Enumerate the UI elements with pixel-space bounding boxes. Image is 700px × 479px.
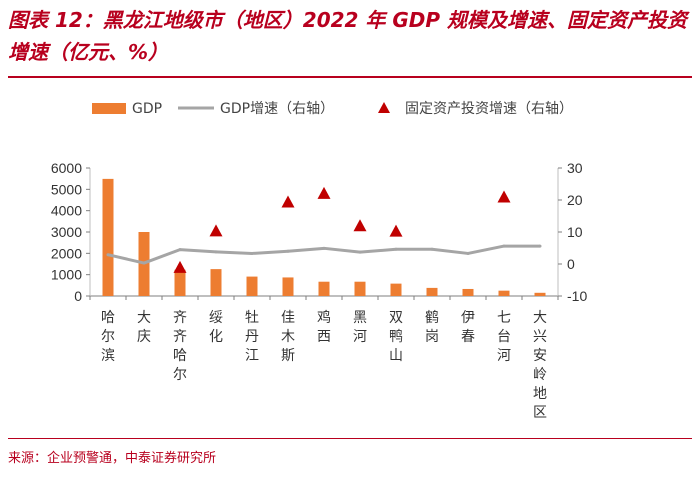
gdp-growth-line: [106, 244, 542, 265]
gdp-growth-point: [394, 247, 398, 251]
gdp-growth-point: [178, 248, 182, 252]
legend-fai-marker: [378, 102, 390, 113]
category-label: 齐齐哈尔: [173, 310, 187, 383]
category-label: 鸡西: [317, 309, 331, 345]
category-label: 大兴安岭地区: [533, 310, 547, 421]
category-label: 牡丹江: [245, 310, 259, 364]
source-divider: [8, 438, 692, 439]
gdp-growth-point: [214, 250, 218, 254]
left-axis-tick-label: 0: [74, 288, 82, 304]
left-axis-tick-label: 2000: [51, 245, 82, 261]
fai-growth-marker: [317, 186, 331, 199]
legend-gdp-label: GDP: [132, 101, 162, 117]
category-label: 绥化: [209, 310, 223, 345]
fai-growth-marker: [497, 190, 511, 203]
gdp-growth-point: [358, 250, 362, 254]
fai-growth-marker: [209, 224, 223, 237]
right-axis-tick-label: 30: [567, 160, 583, 176]
category-label: 七台河: [497, 310, 511, 364]
left-axis-tick-label: 4000: [51, 203, 82, 219]
source-note: 来源：企业预警通，中泰证券研究所: [8, 451, 217, 466]
legend-fai-growth-label: 固定资产投资增速（右轴）: [405, 101, 573, 117]
fai-growth-markers: [173, 186, 511, 273]
gdp-bar: [390, 283, 402, 296]
left-axis-tick-label: 5000: [51, 181, 82, 197]
gdp-growth-point: [286, 249, 290, 253]
right-axis-tick-label: -10: [567, 288, 587, 304]
gdp-bar: [534, 292, 546, 296]
gdp-growth-point: [142, 261, 146, 265]
fai-growth-marker: [389, 224, 403, 237]
gdp-bar: [498, 290, 510, 296]
gdp-growth-point: [250, 251, 254, 255]
right-axis-tick-label: 10: [567, 224, 583, 240]
fai-growth-marker: [173, 260, 187, 273]
gdp-bar: [246, 276, 258, 296]
category-label: 佳木斯: [281, 310, 295, 364]
gdp-growth-point: [430, 247, 434, 251]
left-axis-tick-label: 6000: [51, 160, 82, 176]
legend-gdp-swatch: [92, 103, 126, 114]
category-label: 双鸭山: [389, 310, 403, 364]
gdp-bar: [426, 287, 438, 296]
left-axis-tick-label: 1000: [51, 267, 82, 283]
fai-growth-marker: [353, 219, 367, 232]
category-label: 伊春: [461, 310, 475, 345]
category-label: 大庆: [137, 310, 151, 345]
right-axis-tick-label: 20: [567, 192, 583, 208]
gdp-bar: [318, 281, 330, 296]
gdp-bar: [174, 269, 186, 296]
legend-gdp-growth-label: GDP增速（右轴）: [220, 101, 334, 117]
gdp-bar: [354, 281, 366, 296]
gdp-growth-point: [322, 246, 326, 250]
gdp-bar: [462, 288, 474, 296]
left-axis-tick-label: 3000: [51, 224, 82, 240]
gdp-growth-point: [466, 251, 470, 255]
category-label: 黑河: [353, 310, 367, 345]
axes: 0 1000 2000 3000 4000 5000 6000 -10 0 10 20 30: [51, 160, 588, 304]
gdp-growth-point: [502, 244, 506, 248]
chart-title: 图表 12：黑龙江地级市（地区）2022 年 GDP 规模及增速、固定资产投资增…: [8, 8, 688, 64]
title-divider: [8, 76, 692, 78]
category-label: 哈尔滨: [101, 310, 115, 364]
gdp-bar: [102, 178, 114, 296]
gdp-bar: [282, 277, 294, 296]
gdp-growth-point: [538, 244, 542, 248]
right-axis-tick-label: 0: [567, 256, 575, 272]
legend: GDP GDP增速（右轴） 固定资产投资增速（右轴）: [92, 101, 573, 117]
category-label: 鹤岗: [425, 310, 439, 345]
gdp-bar: [210, 269, 222, 296]
fai-growth-marker: [281, 195, 295, 208]
gdp-growth-point: [106, 253, 110, 257]
